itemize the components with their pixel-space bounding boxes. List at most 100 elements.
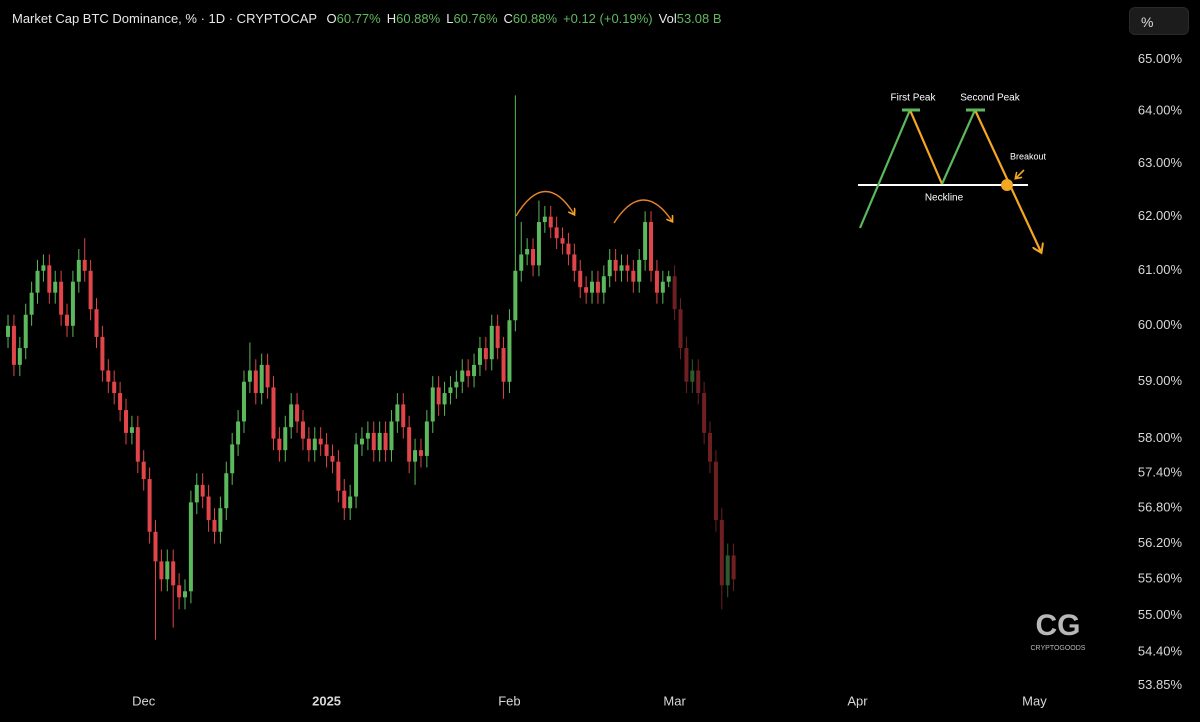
y-tick-label: 56.80%: [1138, 500, 1183, 515]
breakout-dot: [1001, 179, 1013, 191]
y-tick-label: 64.00%: [1138, 102, 1183, 117]
candle-body: [106, 370, 111, 382]
candle-body: [548, 216, 553, 228]
chart-title: Market Cap BTC Dominance, % · 1D · CRYPT…: [12, 11, 317, 26]
candle-body: [713, 461, 718, 520]
peak-arc: [515, 190, 574, 217]
candle-body: [212, 519, 217, 532]
y-tick-label: 56.20%: [1138, 535, 1183, 550]
legend-value: +0.12 (+0.19%): [563, 11, 653, 26]
candle-body: [560, 238, 565, 244]
candle-body: [241, 381, 246, 422]
candle-body: [483, 348, 488, 360]
annotation: Neckline: [925, 193, 964, 204]
candle-body: [448, 387, 453, 394]
logo-mark: CG: [1036, 609, 1081, 642]
legend-value: 60.88%: [396, 11, 441, 26]
legend-key: O: [326, 11, 337, 26]
candle-body: [371, 432, 376, 451]
candle-body: [259, 364, 264, 394]
y-tick-label: 53.85%: [1138, 677, 1183, 692]
candle-body: [265, 364, 270, 388]
candle-body: [159, 561, 164, 580]
candle-body: [277, 438, 282, 451]
candle-body: [147, 479, 152, 532]
annotation: Breakout: [1010, 151, 1047, 161]
candle-body: [53, 281, 58, 293]
candle-body: [188, 502, 193, 592]
candle-body: [324, 444, 329, 456]
candle-body: [513, 270, 518, 321]
candle-body: [519, 254, 524, 271]
candle-body: [454, 381, 459, 388]
legend-key: H: [386, 11, 397, 26]
candle-body: [660, 281, 665, 293]
candle-body: [649, 222, 654, 271]
chart-header: Market Cap BTC Dominance, % · 1D · CRYPT…: [12, 11, 722, 26]
candle-body: [82, 259, 87, 271]
candle-body: [531, 249, 536, 266]
candle-body: [141, 461, 146, 480]
candle-body: [348, 496, 353, 509]
candle-body: [501, 348, 506, 382]
candle-body: [342, 490, 347, 509]
candle-body: [171, 561, 176, 586]
candle-body: [300, 421, 305, 439]
y-tick-label: 59.00%: [1138, 373, 1183, 388]
candle-body: [418, 450, 423, 456]
candle-body: [88, 270, 93, 310]
candle-body: [601, 276, 606, 293]
candle-body: [65, 314, 70, 326]
candle-body: [129, 427, 134, 433]
candle-body: [495, 325, 500, 349]
candle-body: [377, 432, 382, 451]
candle-body: [389, 421, 394, 451]
candle-body: [625, 265, 630, 271]
ohlc-legend: O60.77% H60.88% L60.76% C60.88% +0.12 (+0.19…: [321, 11, 722, 26]
candle-body: [507, 320, 512, 382]
candle-body: [725, 555, 730, 586]
candle-body: [395, 404, 400, 422]
candle-body: [643, 222, 648, 260]
y-tick-label: 60.00%: [1138, 317, 1183, 332]
candle-body: [401, 404, 406, 428]
candle-body: [595, 281, 600, 293]
annotation: Second Peak: [960, 93, 1020, 104]
candle-body: [536, 222, 541, 266]
y-tick-label: 63.00%: [1138, 155, 1183, 170]
candle-body: [230, 444, 235, 474]
candle-body: [383, 432, 388, 451]
candle-body: [578, 270, 583, 288]
candle-body: [607, 259, 612, 277]
candle-body: [690, 370, 695, 382]
candle-body: [271, 387, 276, 439]
legend-value: 60.88%: [512, 11, 558, 26]
candle-body: [584, 287, 589, 293]
breakout-arrow: [1016, 169, 1025, 178]
candle-body: [194, 484, 199, 503]
y-tick-label: 55.60%: [1138, 571, 1183, 586]
candle-body: [29, 292, 34, 315]
candle-body: [17, 348, 22, 365]
candle-body: [94, 309, 99, 337]
candle-body: [572, 254, 577, 271]
candle-body: [678, 309, 683, 349]
candle-body: [554, 227, 559, 239]
legend-key: L: [446, 11, 454, 26]
candle-body: [295, 404, 300, 422]
candle-body: [354, 444, 359, 497]
legend-value: 53.08 B: [676, 11, 722, 26]
candle-body: [708, 432, 713, 462]
x-tick-label: Feb: [498, 693, 520, 708]
candle-body: [135, 427, 140, 462]
candle-body: [70, 281, 75, 326]
legend-value: 60.77%: [336, 11, 381, 26]
scale-button[interactable]: %: [1129, 7, 1189, 35]
candle-body: [637, 259, 642, 282]
candle-body: [566, 243, 571, 255]
candle-body: [666, 276, 671, 282]
plot-area: [6, 95, 736, 640]
y-tick-label: 54.40%: [1138, 643, 1183, 658]
up-leg: [858, 109, 912, 229]
down-leg: [908, 109, 944, 185]
